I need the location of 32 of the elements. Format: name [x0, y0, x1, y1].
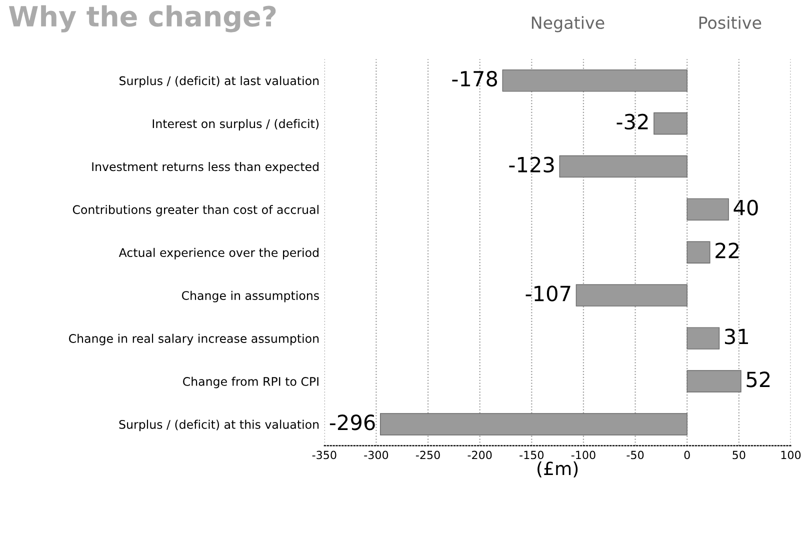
data-label: -32	[616, 114, 648, 130]
x-tick-label: -200	[468, 450, 492, 460]
x-tick-label: -300	[364, 450, 388, 460]
data-label: 52	[746, 372, 770, 388]
x-tick-label: -100	[571, 450, 596, 460]
x-tick-label: -350	[312, 450, 336, 460]
x-tick-label: 50	[732, 450, 746, 460]
data-label: -107	[526, 286, 570, 302]
x-tick-label: 100	[781, 450, 801, 460]
y-tick-label: Contributions greater than cost of accrual	[72, 204, 318, 216]
x-tick-label: 0	[684, 450, 690, 460]
y-tick-label: Surplus / (deficit) at last valuation	[120, 76, 319, 88]
text: Positive	[699, 16, 762, 29]
y-tick-label: Change in real salary increase assumption	[68, 334, 319, 346]
data-label: 31	[724, 328, 748, 344]
text: Negative	[532, 16, 604, 32]
chart-title: Why the change?	[8, 5, 276, 32]
data-label: -178	[452, 70, 498, 87]
y-tick-label: Change in assumptions	[182, 290, 319, 302]
y-tick-label: Actual experience over the period	[118, 248, 318, 260]
x-tick-label: -250	[416, 450, 440, 460]
data-label: 40	[734, 200, 758, 216]
data-label: -296	[330, 414, 375, 430]
x-tick-label: -50	[626, 450, 644, 460]
data-label: 22	[716, 242, 738, 258]
x-tick-label: -150	[520, 450, 544, 460]
y-tick-label: Interest on surplus / (deficit)	[152, 119, 319, 130]
y-tick-label: Change from RPI to CPI	[183, 376, 318, 388]
y-tick-label: Investment returns less than expected	[92, 162, 318, 174]
data-label: -123	[509, 156, 554, 173]
y-tick-label: Surplus / (deficit) at this valuation	[119, 420, 319, 432]
x-axis-title: (£m)	[538, 461, 578, 478]
